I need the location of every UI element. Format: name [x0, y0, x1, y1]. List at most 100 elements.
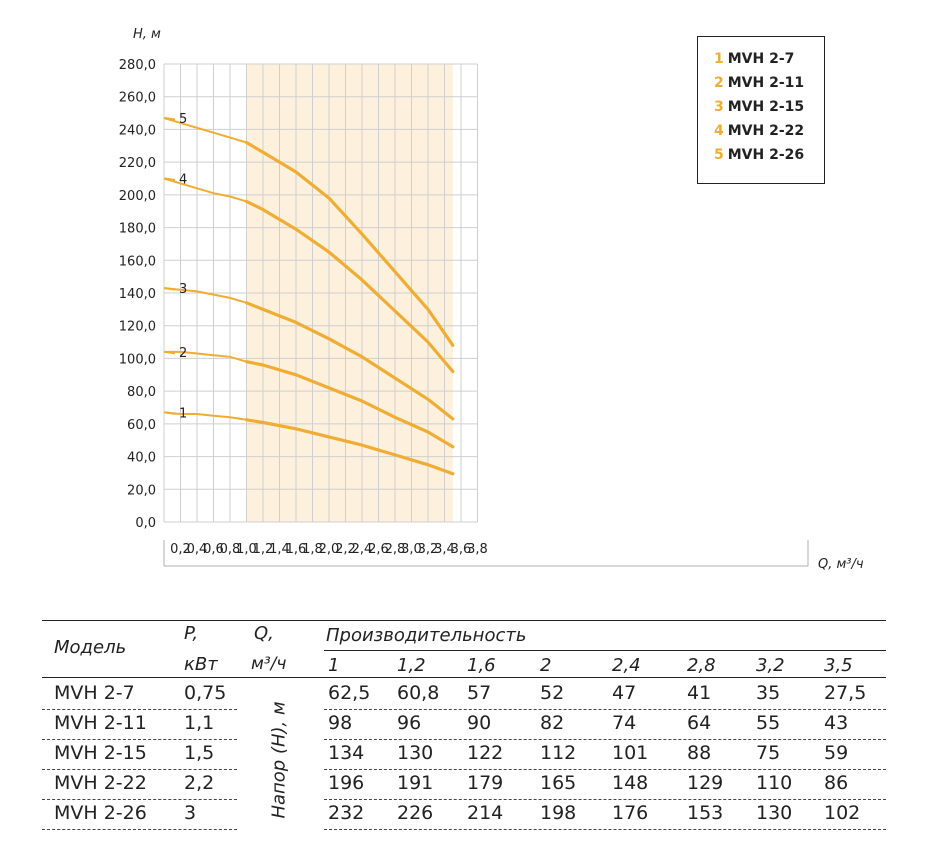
- x-tick-label: 0,6: [203, 542, 224, 557]
- x-tick-label: 0,2: [170, 542, 191, 557]
- table-cell-head: 98: [328, 712, 353, 734]
- perf-underline: [324, 650, 886, 651]
- table-cell-head: 102: [824, 802, 861, 824]
- table-cell-head: 27,5: [824, 682, 867, 704]
- x-tick-label: 2,6: [368, 542, 389, 557]
- series-line: [244, 140, 455, 347]
- chart-legend: 1 MVH 2-7 2 MVH 2-11 3 MVH 2-15 4 MVH 2-22 5…: [697, 36, 825, 184]
- y-tick-label: 40,0: [127, 451, 156, 466]
- header-flow-value: 1,2: [397, 655, 426, 676]
- header-performance: Производительность: [326, 625, 527, 646]
- x-axis-label: Q, м³/ч: [818, 557, 864, 572]
- table-cell-head: 59: [824, 742, 849, 764]
- table-cell-head: 191: [397, 772, 434, 794]
- header-flow-value: 1,6: [467, 655, 496, 676]
- y-tick-label: 60,0: [127, 418, 156, 433]
- header-flow-value: 2,4: [612, 655, 641, 676]
- series-line-thin: [163, 177, 247, 203]
- legend-item-4: 4 MVH 2-22: [714, 123, 805, 139]
- header-flow-1: Q,: [254, 623, 274, 644]
- series-line: [244, 418, 455, 476]
- table-cell-head: 62,5: [328, 682, 371, 704]
- header-flow-value: 1: [328, 655, 340, 676]
- table-row-power: 2,2: [184, 772, 215, 794]
- table-cell-head: 60,8: [397, 682, 440, 704]
- table-cell-head: 41: [687, 682, 712, 704]
- row-separator-right: [324, 769, 886, 770]
- x-tick-label: 3,2: [418, 542, 439, 557]
- series-label: 1: [179, 406, 187, 421]
- row-separator-right: [324, 799, 886, 800]
- legend-item-5: 5 MVH 2-26: [714, 147, 805, 163]
- table-cell-head: 129: [687, 772, 724, 794]
- table-cell-head: 55: [756, 712, 781, 734]
- row-separator-right: [324, 739, 886, 740]
- table-cell-head: 130: [756, 802, 793, 824]
- table-cell-head: 214: [467, 802, 504, 824]
- y-tick-label: 0,0: [135, 516, 156, 531]
- table-cell-head: 148: [612, 772, 649, 794]
- table-cell-head: 232: [328, 802, 365, 824]
- table-row-model: MVH 2-15: [54, 742, 147, 764]
- table-cell-head: 75: [756, 742, 781, 764]
- table-row-power: 3: [184, 802, 197, 824]
- series-line-thin: [163, 117, 247, 144]
- y-tick-label: 220,0: [119, 156, 156, 171]
- table-cell-head: 90: [467, 712, 492, 734]
- series-label: 4: [179, 173, 187, 188]
- header-bottom-rule: [42, 677, 886, 678]
- table-cell-head: 43: [824, 712, 849, 734]
- series-line-thin: [164, 350, 247, 363]
- series-line: [244, 199, 455, 374]
- x-tick-label: 1,8: [302, 542, 323, 557]
- table-row-power: 0,75: [184, 682, 227, 704]
- series-label: 2: [179, 346, 187, 361]
- table-cell-head: 64: [687, 712, 712, 734]
- y-tick-label: 120,0: [119, 320, 156, 335]
- table-cell-head: 88: [687, 742, 712, 764]
- row-separator-left: [42, 739, 237, 740]
- legend-item-2: 2 MVH 2-11: [714, 75, 805, 91]
- header-head-vertical: Напор (H), м: [268, 701, 290, 819]
- series-line: [244, 360, 455, 449]
- series-line-thin: [163, 287, 247, 304]
- x-tick-label: 2,0: [319, 542, 340, 557]
- y-tick-label: 20,0: [127, 483, 156, 498]
- header-flow-value: 3,5: [824, 655, 853, 676]
- table-top-rule: [42, 620, 886, 621]
- y-tick-label: 180,0: [119, 222, 156, 237]
- series-label-leader: [164, 287, 176, 291]
- row-separator-right: [324, 829, 886, 830]
- table-cell-head: 176: [612, 802, 649, 824]
- table-row-model: MVH 2-22: [54, 772, 147, 794]
- row-separator-left: [42, 709, 237, 710]
- y-tick-label: 100,0: [119, 352, 156, 367]
- table-cell-head: 226: [397, 802, 434, 824]
- table-cell-head: 86: [824, 772, 849, 794]
- y-tick-label: 260,0: [119, 91, 156, 106]
- y-tick-label: 200,0: [119, 189, 156, 204]
- table-cell-head: 112: [540, 742, 577, 764]
- table-row-power: 1,5: [184, 742, 215, 764]
- y-axis-label: H, м: [133, 27, 161, 42]
- row-separator-left: [42, 829, 237, 830]
- y-tick-label: 240,0: [119, 123, 156, 138]
- table-cell-head: 179: [467, 772, 504, 794]
- table-cell-head: 110: [756, 772, 793, 794]
- series-label: 5: [179, 112, 187, 127]
- table-row-power: 1,1: [184, 712, 215, 734]
- header-model: Модель: [54, 637, 127, 658]
- y-tick-label: 280,0: [119, 58, 156, 73]
- x-tick-label: 2,2: [335, 542, 356, 557]
- x-tick-label: 0,8: [220, 542, 241, 557]
- table-cell-head: 198: [540, 802, 577, 824]
- table-row-model: MVH 2-7: [54, 682, 135, 704]
- x-tick-label: 3,8: [467, 542, 488, 557]
- table-cell-head: 35: [756, 682, 781, 704]
- table-cell-head: 47: [612, 682, 637, 704]
- header-flow-2: м³/ч: [251, 654, 287, 674]
- table-row-model: MVH 2-11: [54, 712, 147, 734]
- performance-table: Модель P, кВт Q, м³/ч Производительность 1 1,2 1…: [42, 620, 886, 835]
- y-tick-label: 160,0: [119, 254, 156, 269]
- series-label-leader: [164, 116, 176, 121]
